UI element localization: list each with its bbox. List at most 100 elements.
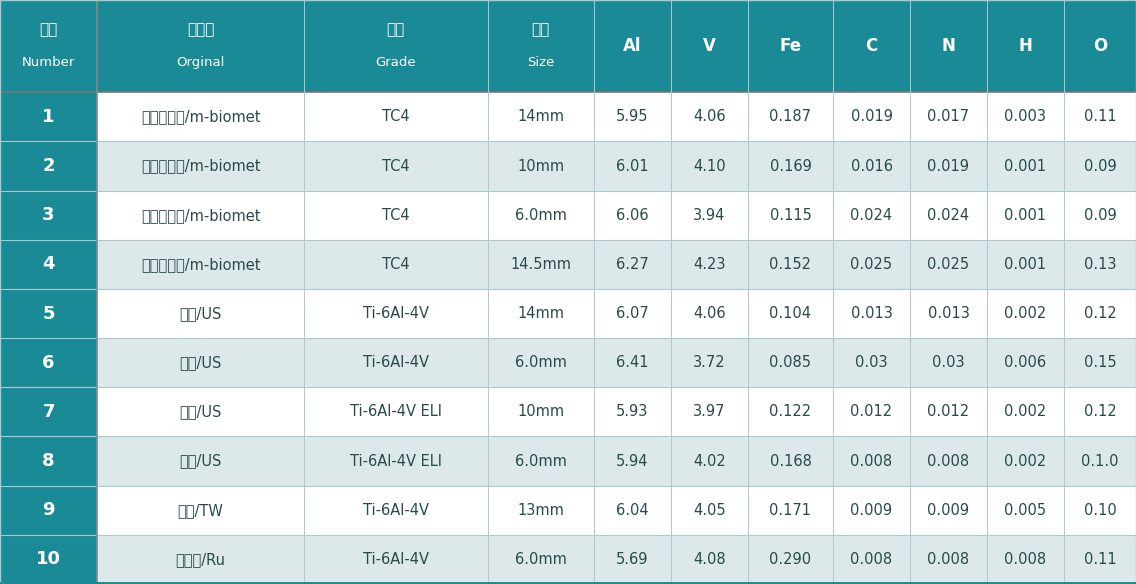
Text: 9: 9 [42, 501, 55, 519]
Bar [987, 0, 1063, 92]
Text: 0.13: 0.13 [1084, 257, 1117, 272]
Bar [487, 190, 594, 240]
Text: 14.5mm: 14.5mm [510, 257, 571, 272]
Text: 1: 1 [42, 108, 55, 126]
Bar [1063, 387, 1136, 436]
Text: Ti-6Al-4V: Ti-6Al-4V [362, 355, 428, 370]
Bar [987, 338, 1063, 387]
Bar [987, 190, 1063, 240]
Text: Fe: Fe [779, 37, 802, 55]
Bar [747, 190, 833, 240]
Text: 0.169: 0.169 [769, 158, 811, 173]
Bar [304, 92, 487, 141]
Text: 0.019: 0.019 [927, 158, 969, 173]
Text: 엠바이오멧/m-biomet: 엠바이오멧/m-biomet [141, 257, 260, 272]
Text: 0.008: 0.008 [851, 552, 893, 567]
Bar [1063, 486, 1136, 535]
Bar [833, 190, 910, 240]
Text: 0.03: 0.03 [855, 355, 888, 370]
Bar [1063, 436, 1136, 486]
Bar [833, 338, 910, 387]
Bar [487, 240, 594, 289]
Text: 5.95: 5.95 [616, 109, 649, 124]
Bar [97, 338, 304, 387]
Bar [0, 387, 97, 436]
Bar [304, 240, 487, 289]
Text: 0.104: 0.104 [769, 306, 811, 321]
Bar [97, 240, 304, 289]
Bar [0, 289, 97, 338]
Text: 14mm: 14mm [517, 306, 565, 321]
Bar [987, 240, 1063, 289]
Text: 0.290: 0.290 [769, 552, 811, 567]
Bar [747, 486, 833, 535]
Bar [671, 240, 747, 289]
Bar [671, 141, 747, 190]
Text: 10mm: 10mm [517, 404, 565, 419]
Bar [594, 240, 671, 289]
Bar [0, 190, 97, 240]
Bar [304, 338, 487, 387]
Text: 6.41: 6.41 [616, 355, 649, 370]
Bar [1063, 338, 1136, 387]
Text: 7: 7 [42, 403, 55, 421]
Bar [487, 436, 594, 486]
Bar [1063, 240, 1136, 289]
Bar [0, 0, 97, 92]
Text: Size: Size [527, 56, 554, 69]
Text: 2: 2 [42, 157, 55, 175]
Text: 치수: 치수 [532, 22, 550, 37]
Text: TC4: TC4 [382, 257, 410, 272]
Text: TC4: TC4 [382, 158, 410, 173]
Bar [304, 141, 487, 190]
Bar [594, 387, 671, 436]
Text: 대만/TW: 대만/TW [177, 503, 224, 518]
Bar [671, 289, 747, 338]
Bar [910, 0, 987, 92]
Text: 러시아/Ru: 러시아/Ru [176, 552, 226, 567]
Text: 5: 5 [42, 304, 55, 322]
Bar [910, 240, 987, 289]
Bar [304, 387, 487, 436]
Bar [594, 289, 671, 338]
Text: 0.168: 0.168 [769, 454, 811, 468]
Text: 0.187: 0.187 [769, 109, 811, 124]
Bar [304, 190, 487, 240]
Text: 4.23: 4.23 [693, 257, 726, 272]
Text: 엠바이오멧/m-biomet: 엠바이오멧/m-biomet [141, 158, 260, 173]
Bar [747, 141, 833, 190]
Bar [594, 486, 671, 535]
Text: Ti-6Al-4V: Ti-6Al-4V [362, 306, 428, 321]
Text: 8: 8 [42, 452, 55, 470]
Bar [987, 387, 1063, 436]
Text: 6.0mm: 6.0mm [515, 552, 567, 567]
Bar [833, 387, 910, 436]
Bar [97, 190, 304, 240]
Bar [747, 338, 833, 387]
Bar [594, 141, 671, 190]
Text: N: N [942, 37, 955, 55]
Bar [987, 141, 1063, 190]
Bar [487, 338, 594, 387]
Bar [304, 289, 487, 338]
Bar [987, 92, 1063, 141]
Text: 4.02: 4.02 [693, 454, 726, 468]
Text: 0.008: 0.008 [927, 454, 969, 468]
Text: 0.012: 0.012 [927, 404, 969, 419]
Text: 0.002: 0.002 [1004, 404, 1046, 419]
Text: 0.001: 0.001 [1004, 208, 1046, 223]
Text: 0.008: 0.008 [851, 454, 893, 468]
Text: 0.017: 0.017 [927, 109, 969, 124]
Text: 0.11: 0.11 [1084, 109, 1117, 124]
Bar [833, 289, 910, 338]
Bar [833, 92, 910, 141]
Text: H: H [1018, 37, 1033, 55]
Text: 0.115: 0.115 [769, 208, 811, 223]
Bar [747, 387, 833, 436]
Text: 0.025: 0.025 [927, 257, 969, 272]
Text: C: C [866, 37, 878, 55]
Bar [487, 289, 594, 338]
Text: 4.05: 4.05 [693, 503, 726, 518]
Bar [671, 92, 747, 141]
Text: 5.69: 5.69 [616, 552, 649, 567]
